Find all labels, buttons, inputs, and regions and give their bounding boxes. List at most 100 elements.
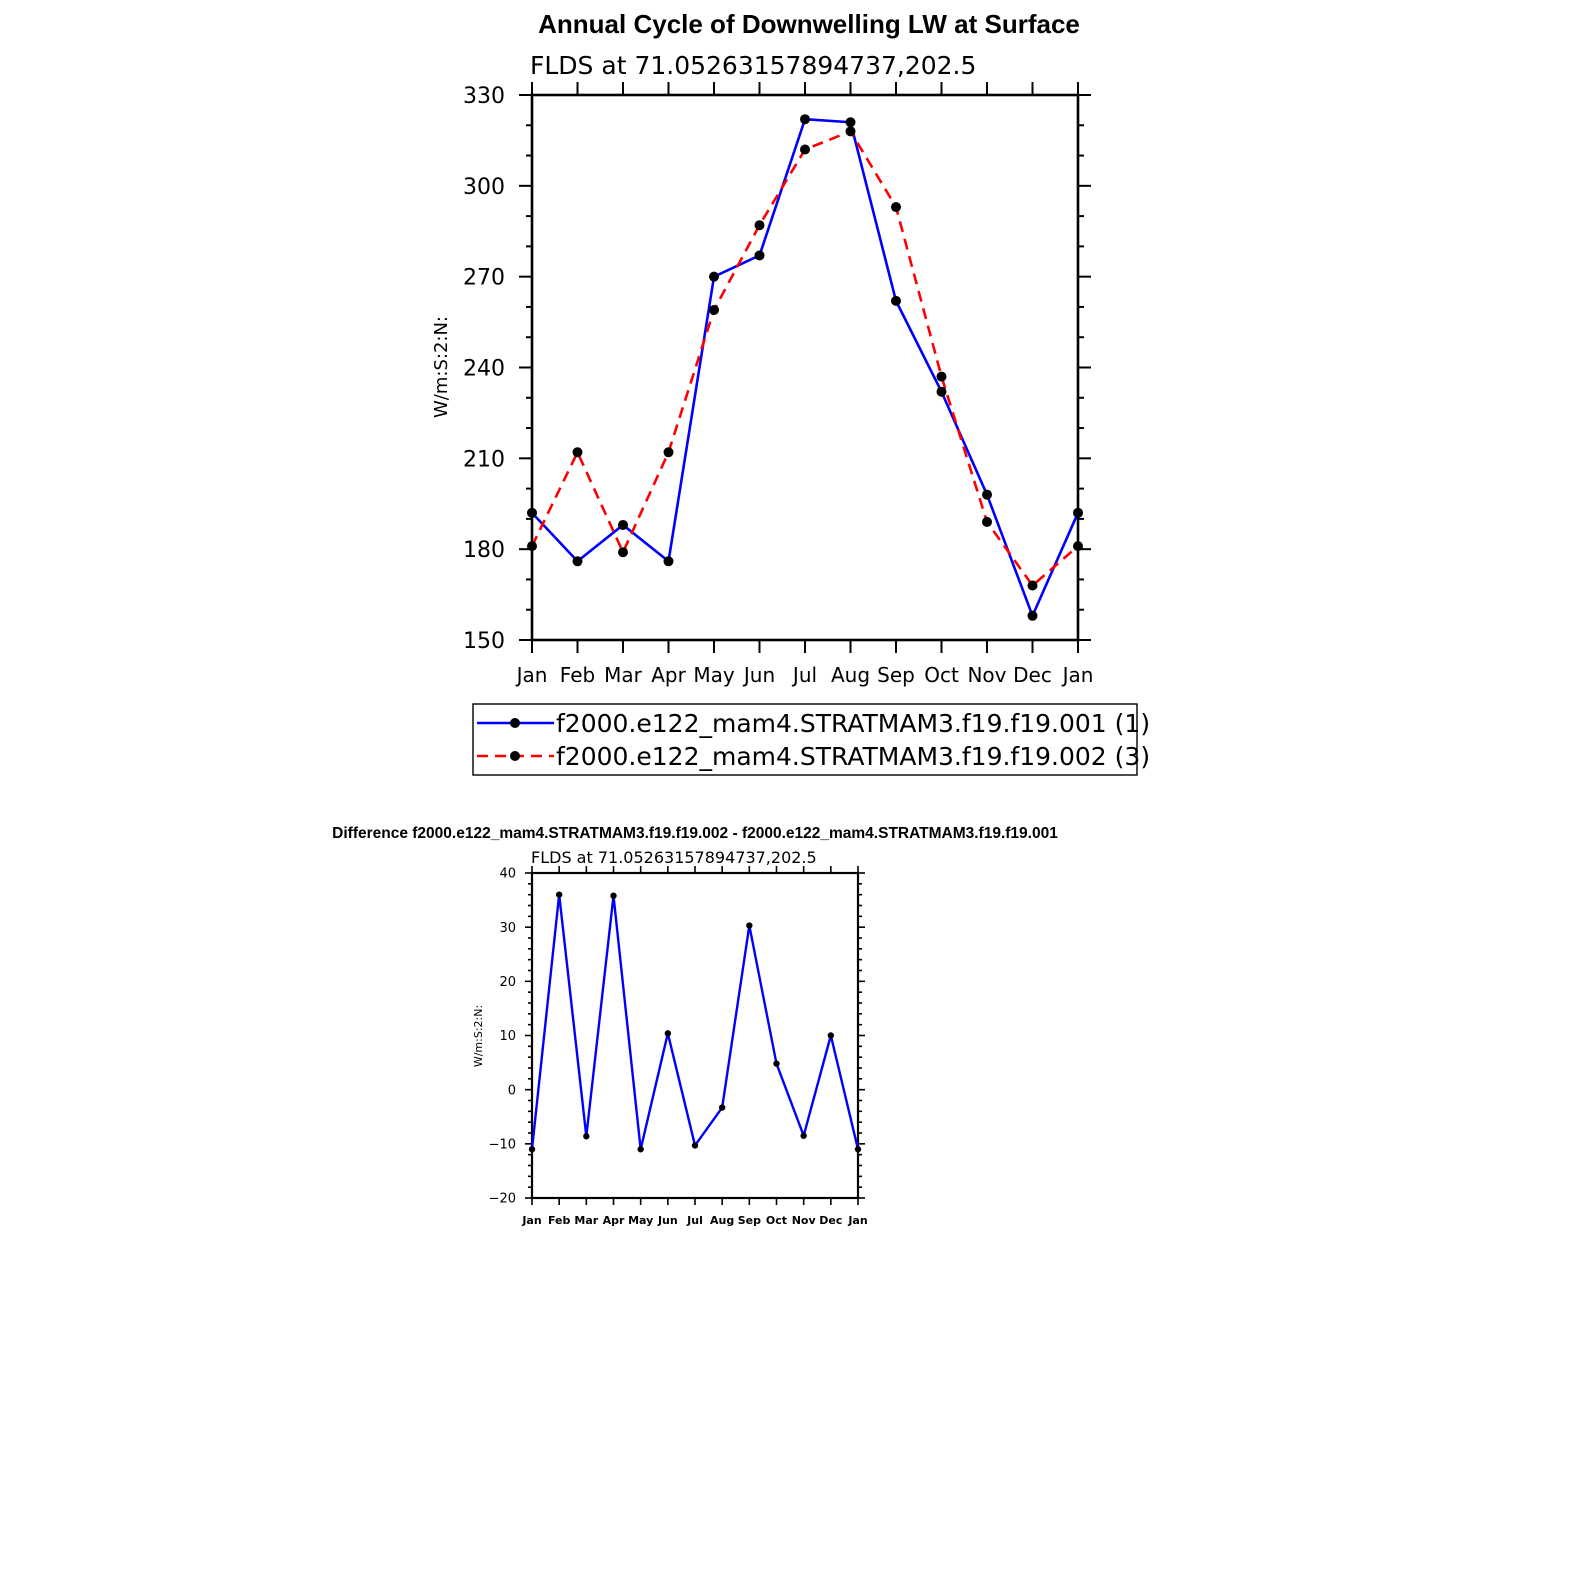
- x-tick-label: Jun: [657, 1214, 678, 1227]
- series-2-point: [754, 220, 765, 231]
- x-tick-label: Apr: [603, 1214, 625, 1227]
- series-1-point: [1027, 610, 1038, 621]
- series-1-point: [773, 1060, 780, 1067]
- series-2-point: [663, 447, 674, 458]
- difference-y-axis-label: W/m:S:2:N:: [472, 1005, 485, 1067]
- y-tick-label: 270: [463, 266, 505, 291]
- legend-marker-2: [510, 751, 520, 761]
- series-1-point: [800, 1132, 807, 1139]
- plot-area: Jan Feb Mar Apr May Jun Jul Aug Sep Oct Nov Dec Jan 1…: [463, 82, 1093, 687]
- series-1-point: [691, 1142, 699, 1149]
- series-2-point: [1073, 541, 1083, 552]
- series-1-point: [664, 1030, 672, 1037]
- y-tick-label: 210: [463, 447, 505, 472]
- x-tick-label: Sep: [738, 1214, 761, 1227]
- series-line-1: [530, 893, 860, 1151]
- y-tick-label: 300: [463, 175, 505, 200]
- x-tick-label: Apr: [651, 663, 686, 687]
- series-1-point: [528, 1146, 536, 1153]
- x-tick-label: May: [693, 663, 735, 687]
- annual-cycle-chart: Annual Cycle of Downwelling LW at Surfac…: [431, 9, 1150, 776]
- x-tick-label: Feb: [548, 1214, 571, 1227]
- x-tick-label: Jan: [515, 663, 548, 687]
- plot-frame: [530, 871, 860, 1200]
- series-1-point: [709, 271, 719, 282]
- y-tick-label: −20: [489, 1192, 516, 1207]
- difference-chart-subtitle: FLDS at 71.05263157894737,202.5: [531, 848, 817, 867]
- series-1-point: [891, 295, 901, 306]
- x-tick-label: Dec: [1013, 663, 1052, 687]
- x-tick-label: Nov: [792, 1214, 817, 1227]
- x-tick-label: Aug: [710, 1214, 734, 1227]
- series-1-point: [854, 1146, 862, 1153]
- x-tick-label: Dec: [819, 1214, 842, 1227]
- x-tick-label: Oct: [924, 663, 959, 687]
- series-line-1: [531, 117, 1080, 618]
- series-1-point: [572, 556, 583, 567]
- x-tick-label: Sep: [877, 663, 915, 687]
- x-tick-label: Nov: [967, 663, 1006, 687]
- series-2-point: [527, 541, 537, 552]
- series-1-point: [936, 386, 947, 397]
- y-tick-label: 30: [499, 921, 516, 936]
- difference-chart-title: Difference f2000.e122_mam4.STRATMAM3.f19…: [332, 825, 1058, 842]
- x-tick-label: May: [628, 1214, 653, 1227]
- y-tick-label: 180: [463, 538, 505, 563]
- x-tick-label: Mar: [574, 1214, 598, 1227]
- x-tick-label: Jul: [791, 663, 817, 687]
- y-axis-label: W/m:S:2:N:: [431, 316, 452, 418]
- series-1-point: [637, 1146, 644, 1153]
- legend-label-1: f2000.e122_mam4.STRATMAM3.f19.f19.001 (1…: [556, 709, 1150, 738]
- x-tick-label: Jan: [521, 1214, 541, 1227]
- difference-chart: Difference f2000.e122_mam4.STRATMAM3.f19…: [332, 825, 1058, 1227]
- y-tick-label: 40: [499, 867, 516, 882]
- series-2-point: [891, 202, 901, 213]
- series-2-point: [982, 516, 992, 527]
- series-1-point: [718, 1104, 726, 1111]
- x-tick-label: Jan: [847, 1214, 867, 1227]
- y-tick-label: 150: [463, 629, 505, 654]
- series-1-point: [827, 1032, 835, 1039]
- series-1-point: [754, 250, 765, 261]
- series-1-point: [610, 892, 617, 899]
- series-1-point: [800, 114, 810, 125]
- series-1-point: [527, 507, 537, 518]
- series-1-point: [845, 117, 856, 128]
- x-tick-label: Mar: [604, 663, 643, 687]
- x-tick-label: Jun: [742, 663, 775, 687]
- legend-label-2: f2000.e122_mam4.STRATMAM3.f19.f19.002 (3…: [556, 742, 1150, 771]
- series-1-point: [982, 489, 992, 500]
- series-1-point: [663, 556, 674, 567]
- series-2-point: [572, 447, 583, 458]
- series-2-point: [1027, 580, 1038, 591]
- series-1-point: [1073, 507, 1083, 518]
- y-tick-label: 0: [508, 1083, 516, 1098]
- y-tick-label: 20: [499, 975, 516, 990]
- series-2-point: [936, 371, 947, 382]
- chart-subtitle: FLDS at 71.05263157894737,202.5: [530, 51, 976, 80]
- series-1-point: [583, 1133, 590, 1140]
- series-2-point: [845, 126, 856, 137]
- chart-title: Annual Cycle of Downwelling LW at Surfac…: [538, 9, 1080, 39]
- y-tick-label: −10: [489, 1138, 516, 1153]
- x-tick-label: Jan: [1061, 663, 1094, 687]
- x-tick-label: Oct: [766, 1214, 787, 1227]
- series-1-point: [618, 519, 628, 530]
- series-2-point: [709, 304, 719, 315]
- series-2-point: [618, 547, 628, 558]
- x-tick-label: Feb: [560, 663, 595, 687]
- series-2-point: [800, 144, 810, 155]
- plot-frame: [530, 93, 1080, 642]
- difference-plot-area: Jan Feb Mar Apr May Jun Jul Aug Sep Oct Nov Dec Jan−…: [489, 866, 868, 1227]
- y-tick-label: 240: [463, 356, 505, 381]
- legend-marker-1: [510, 718, 520, 728]
- y-tick-label: 330: [463, 84, 505, 109]
- y-tick-label: 10: [499, 1029, 516, 1044]
- series-1-point: [555, 891, 563, 898]
- legend-box: [472, 703, 1138, 776]
- x-tick-label: Aug: [831, 663, 870, 687]
- series-1-point: [746, 922, 753, 929]
- x-tick-label: Jul: [686, 1214, 703, 1227]
- legend: f2000.e122_mam4.STRATMAM3.f19.f19.001 (1…: [472, 703, 1150, 776]
